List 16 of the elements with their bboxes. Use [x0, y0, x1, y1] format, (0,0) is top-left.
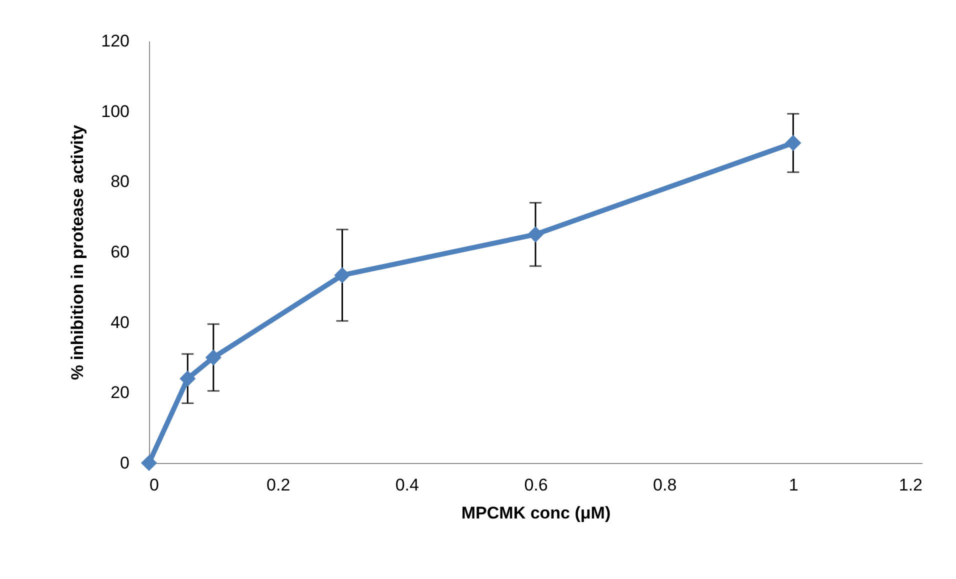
y-tick-label: 0 [120, 454, 130, 472]
y-tick-label: 40 [110, 312, 130, 332]
y-tick-label: 120 [101, 32, 130, 50]
y-tick-label: 100 [101, 102, 130, 121]
x-tick-label: 0.2 [266, 476, 290, 494]
x-tick-label: 0.6 [524, 476, 548, 494]
x-tick-label: 0.4 [395, 476, 419, 494]
y-axis-title: % inhibition in protease activity [68, 124, 88, 380]
y-tick-label: 60 [110, 242, 130, 262]
x-tick-label: 1.2 [898, 476, 922, 494]
y-tick-label: 20 [110, 383, 130, 402]
x-tick-label: 0 [150, 476, 159, 494]
x-axis-title: MPCMK conc (μM) [461, 504, 611, 522]
x-tick-label: 0.8 [653, 476, 677, 494]
x-tick-label: 1 [788, 476, 798, 494]
y-tick-label: 80 [110, 172, 130, 192]
